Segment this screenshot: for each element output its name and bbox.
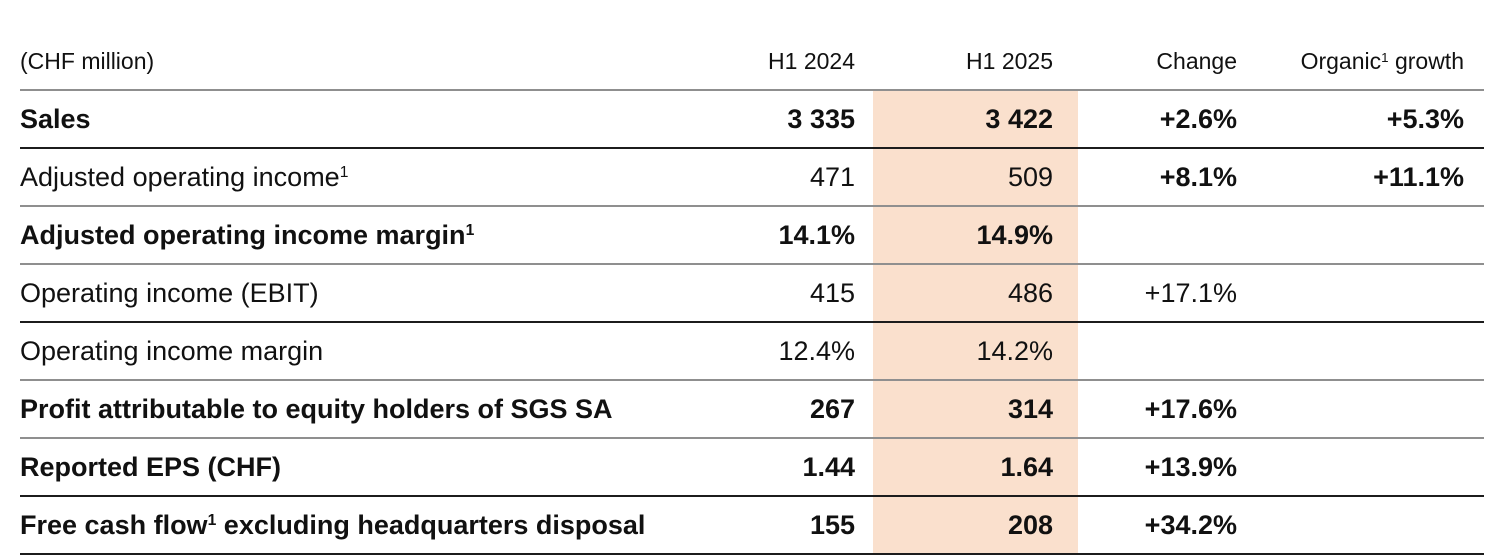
organic-label: Organic xyxy=(1300,48,1382,74)
cell-organic-growth xyxy=(1237,322,1484,380)
header-row: (CHF million) H1 2024 H1 2025 Change Org… xyxy=(20,0,1484,90)
col-header-organic-growth: Organic1 growth xyxy=(1237,0,1484,90)
cell-change: +2.6% xyxy=(1159,103,1237,134)
col-header-h1-2025: H1 2025 xyxy=(966,48,1053,74)
cell-gap xyxy=(855,322,873,380)
cell-organic-growth xyxy=(1237,264,1484,322)
cell-organic-growth xyxy=(1237,496,1484,554)
table-row-reported-eps: Reported EPS (CHF) 1.44 1.64 +13.9% xyxy=(20,438,1484,496)
cell-h1-2024: 1.44 xyxy=(802,451,855,482)
cell-gap xyxy=(855,264,873,322)
cell-change: +17.1% xyxy=(1144,277,1237,308)
organic-growth-label: growth xyxy=(1388,48,1464,74)
cell-organic-growth xyxy=(1237,206,1484,264)
cell-h1-2024: 471 xyxy=(809,161,855,192)
table-row-profit-attributable: Profit attributable to equity holders of… xyxy=(20,380,1484,438)
cell-h1-2024: 3 335 xyxy=(787,103,855,134)
cell-h1-2024: 12.4% xyxy=(778,335,855,366)
row-label: Profit attributable to equity holders of… xyxy=(20,393,613,424)
table-row-free-cash-flow: Free cash flow1 excluding headquarters d… xyxy=(20,496,1484,554)
cell-organic-growth: +11.1% xyxy=(1373,161,1464,192)
row-label: Adjusted operating income margin1 xyxy=(20,219,475,250)
cell-h1-2024: 415 xyxy=(809,277,855,308)
cell-gap xyxy=(855,438,873,496)
cell-h1-2025: 509 xyxy=(873,148,1078,206)
cell-h1-2024: 155 xyxy=(809,509,855,540)
col-header-change: Change xyxy=(1156,48,1237,74)
table-row-sales: Sales 3 335 3 422 +2.6% +5.3% xyxy=(20,90,1484,148)
cell-h1-2024: 14.1% xyxy=(778,219,855,250)
cell-change xyxy=(1078,206,1237,264)
unit-label: (CHF million) xyxy=(20,48,155,74)
cell-h1-2024: 267 xyxy=(809,393,855,424)
cell-change: +13.9% xyxy=(1144,451,1237,482)
col-gap xyxy=(855,0,873,90)
table-row-operating-income-margin: Operating income margin 12.4% 14.2% xyxy=(20,322,1484,380)
row-label: Reported EPS (CHF) xyxy=(20,451,282,482)
cell-gap xyxy=(855,380,873,438)
cell-change xyxy=(1078,322,1237,380)
cell-gap xyxy=(855,90,873,148)
row-label: Operating income (EBIT) xyxy=(20,277,319,308)
cell-h1-2025: 486 xyxy=(873,264,1078,322)
cell-h1-2025: 314 xyxy=(873,380,1078,438)
row-label: Adjusted operating income1 xyxy=(20,161,349,192)
row-label: Free cash flow1 excluding headquarters d… xyxy=(20,509,646,540)
cell-gap xyxy=(855,148,873,206)
cell-change: +8.1% xyxy=(1159,161,1237,192)
cell-organic-growth xyxy=(1237,438,1484,496)
table-row-operating-income-ebit: Operating income (EBIT) 415 486 +17.1% xyxy=(20,264,1484,322)
col-header-h1-2024: H1 2024 xyxy=(768,48,855,74)
cell-h1-2025: 14.2% xyxy=(873,322,1078,380)
cell-organic-growth xyxy=(1237,380,1484,438)
cell-h1-2025: 3 422 xyxy=(873,90,1078,148)
table-row-adjusted-operating-income-margin: Adjusted operating income margin1 14.1% … xyxy=(20,206,1484,264)
organic-footnote-sup: 1 xyxy=(1381,49,1389,65)
cell-organic-growth: +5.3% xyxy=(1386,103,1464,134)
cell-gap xyxy=(855,496,873,554)
financials-table: (CHF million) H1 2024 H1 2025 Change Org… xyxy=(20,0,1484,555)
row-label: Operating income margin xyxy=(20,335,324,366)
cell-change: +17.6% xyxy=(1144,393,1237,424)
row-label: Sales xyxy=(20,103,91,134)
cell-gap xyxy=(855,206,873,264)
cell-change: +34.2% xyxy=(1144,509,1237,540)
table-row-adjusted-operating-income: Adjusted operating income1 471 509 +8.1%… xyxy=(20,148,1484,206)
cell-h1-2025: 208 xyxy=(873,496,1078,554)
cell-h1-2025: 1.64 xyxy=(873,438,1078,496)
cell-h1-2025: 14.9% xyxy=(873,206,1078,264)
